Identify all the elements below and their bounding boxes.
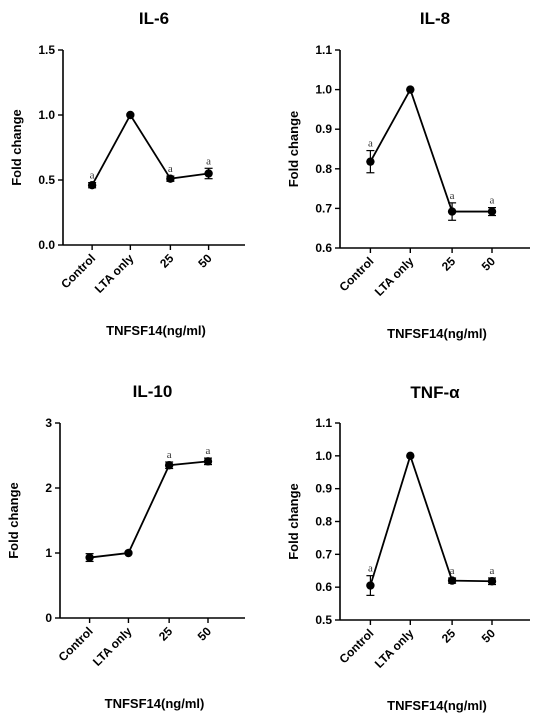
chart-title: IL-6 [139, 9, 169, 28]
y-tick-label: 1.1 [315, 43, 332, 57]
significance-annotation: a [206, 445, 211, 457]
y-axis-label: Fold change [286, 483, 301, 560]
y-axis-label: Fold change [9, 109, 24, 186]
x-tick-label: 50 [479, 626, 499, 646]
y-tick-label: 1 [45, 546, 52, 560]
x-tick-label: 50 [479, 254, 499, 274]
data-point [203, 457, 213, 466]
series-line [89, 460, 209, 559]
y-axis-label: Fold change [6, 482, 21, 559]
data-point [164, 461, 174, 470]
y-tick-label: 1.5 [38, 43, 55, 57]
y-tick-label: 1.1 [315, 416, 332, 430]
x-tick-label: LTA only [92, 251, 137, 296]
data-point [487, 207, 497, 216]
significance-annotation: a [168, 163, 173, 175]
chart-panel-1: IL-8 0.6 0.7 0.8 0.9 1.0 1.1 Fold change Control… [286, 9, 530, 341]
y-tick-label: 0.6 [315, 241, 332, 255]
data-point [166, 174, 175, 183]
x-tick-label: Control [336, 254, 376, 294]
data-point [447, 576, 457, 585]
x-axis-label: TNFSF14(ng/ml) [387, 326, 487, 341]
x-tick-label: 25 [157, 251, 177, 271]
significance-annotation: a [450, 190, 455, 202]
y-tick-label: 3 [45, 416, 52, 430]
series-line [369, 452, 493, 586]
chart-panel-3: TNF-α 0.5 0.6 0.7 0.8 0.9 1.0 1.1 Fold change Con… [286, 383, 530, 713]
data-point [447, 207, 457, 216]
y-tick-label: 0.5 [315, 613, 332, 627]
x-tick-label: Control [336, 626, 376, 666]
data-point [85, 553, 94, 562]
data-point [406, 451, 415, 461]
significance-annotation: a [490, 565, 495, 577]
data-point [366, 157, 375, 166]
data-point [87, 181, 97, 190]
x-tick-label: LTA only [372, 254, 417, 299]
data-point [204, 169, 213, 178]
y-tick-label: 0.6 [315, 580, 332, 594]
x-tick-label: LTA only [372, 626, 417, 671]
data-point [406, 85, 415, 94]
y-tick-label: 1.0 [38, 108, 55, 122]
y-tick-label: 0 [45, 611, 52, 625]
data-point [124, 548, 133, 558]
y-tick-label: 0.8 [315, 515, 332, 529]
significance-annotation: a [368, 563, 373, 575]
x-tick-label: 25 [439, 626, 459, 646]
significance-annotation: a [206, 155, 211, 167]
significance-annotation: a [90, 170, 95, 182]
x-tick-label: 25 [156, 624, 176, 644]
y-tick-label: 0.8 [315, 162, 332, 176]
x-axis-label: TNFSF14(ng/ml) [105, 696, 205, 711]
y-tick-label: 0.9 [315, 482, 332, 496]
data-point [126, 110, 135, 120]
y-tick-label: 0.0 [38, 238, 55, 252]
series-line [369, 87, 492, 213]
x-axis-label: TNFSF14(ng/ml) [106, 323, 206, 338]
y-tick-label: 1.0 [315, 83, 332, 97]
y-tick-label: 0.9 [315, 122, 332, 136]
x-tick-label: 25 [439, 254, 459, 274]
chart-title: IL-10 [133, 382, 173, 401]
data-point [366, 581, 375, 590]
significance-annotation: a [490, 195, 495, 207]
y-axis-label: Fold change [286, 111, 301, 188]
significance-annotation: a [450, 565, 455, 577]
x-axis-label: TNFSF14(ng/ml) [387, 698, 487, 713]
x-tick-label: 50 [195, 624, 215, 644]
series-line [91, 113, 209, 186]
chart-title: IL-8 [420, 9, 450, 28]
y-tick-label: 1.0 [315, 449, 332, 463]
y-tick-label: 0.7 [315, 547, 332, 561]
chart-title: TNF-α [410, 383, 460, 402]
y-tick-label: 0.7 [315, 201, 332, 215]
significance-annotation: a [167, 449, 172, 461]
y-tick-label: 2 [45, 481, 52, 495]
y-tick-label: 0.5 [38, 173, 55, 187]
significance-annotation: a [368, 138, 373, 150]
x-tick-label: 50 [195, 251, 215, 271]
x-tick-label: LTA only [90, 624, 135, 669]
data-point [487, 577, 497, 586]
